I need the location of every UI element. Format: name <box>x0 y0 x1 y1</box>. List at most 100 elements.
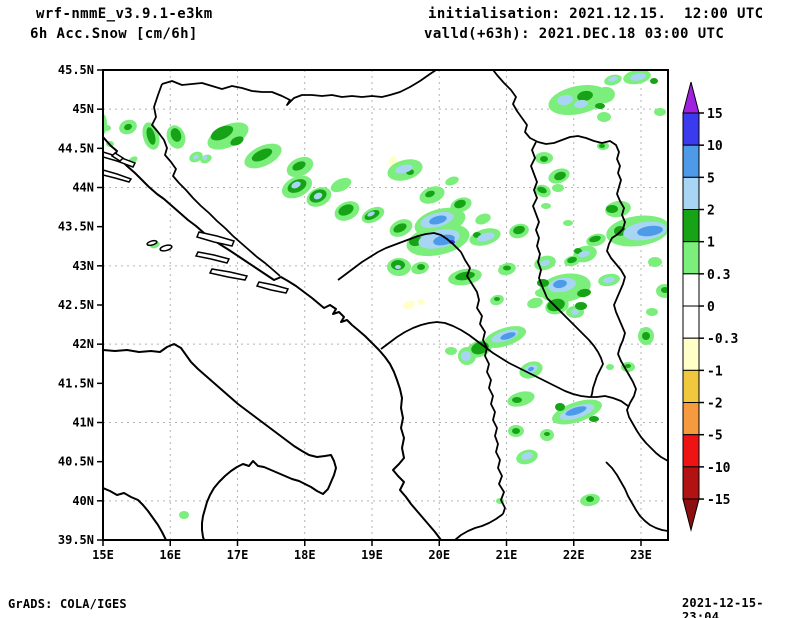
lon-tick-label: 19E <box>361 548 383 562</box>
colorbar-segment <box>682 144 700 178</box>
snow-contour-lb <box>461 351 471 361</box>
lon-tick-label: 16E <box>159 548 181 562</box>
snow-contour-lb <box>571 309 579 315</box>
colorbar-above-max <box>682 81 700 114</box>
snow-contour-lb <box>367 211 375 217</box>
lat-tick-label: 44N <box>72 181 94 195</box>
snow-contour-lb <box>477 232 495 242</box>
country-border <box>460 251 506 515</box>
colorbar-label: -1 <box>707 364 723 379</box>
snow-contour-lg <box>475 213 491 225</box>
snow-contour-dg <box>599 144 605 148</box>
island-outline <box>208 268 249 281</box>
colorbar-label: -2 <box>707 397 723 412</box>
snow-contour-lb <box>395 265 401 269</box>
snow-contour-dg <box>251 148 273 162</box>
snow-contour-lb <box>603 276 615 284</box>
lat-tick-label: 39.5N <box>58 533 94 547</box>
snow-contour-lg <box>597 112 611 122</box>
snow-contour-lb <box>557 94 573 106</box>
colorbar-label: 0.3 <box>707 268 730 283</box>
creation-timestamp: 2021-12-15-23:04 <box>682 596 764 618</box>
lon-tick-label: 23E <box>630 548 652 562</box>
snow-contour-dg <box>425 190 435 198</box>
lat-tick-label: 43.5N <box>58 220 94 234</box>
colorbar-segment <box>682 273 700 307</box>
colorbar-segment <box>682 434 700 468</box>
snow-contour-dg <box>540 156 548 162</box>
snow-contour-dg <box>577 90 593 102</box>
snow-contour-lg <box>548 84 608 116</box>
snow-contour-lb <box>193 154 199 160</box>
snow-contour-dg <box>146 127 156 145</box>
colorbar-label: 1 <box>707 236 715 251</box>
colorbar-segment <box>682 337 700 371</box>
lat-tick-label: 40.5N <box>58 455 94 469</box>
coastline <box>103 343 337 540</box>
snow-contour-dg <box>555 403 565 411</box>
snow-contour-lb <box>574 99 588 109</box>
snow-contour-lg <box>527 297 543 309</box>
lat-tick-label: 42.5N <box>58 298 94 312</box>
snow-contour-dg <box>642 332 650 340</box>
snow-contour-mb <box>553 279 567 289</box>
snow-contour-lb <box>608 76 618 82</box>
lat-tick-label: 41.5N <box>58 376 94 390</box>
snow-contour-lg <box>445 347 457 355</box>
island-outline <box>159 244 173 252</box>
snow-contour-dg <box>537 279 549 287</box>
lat-tick-label: 43N <box>72 259 94 273</box>
colorbar-label: -15 <box>707 493 730 508</box>
snow-contour-lg <box>646 308 658 316</box>
country-border <box>530 141 548 299</box>
snow-contour-dg <box>417 264 425 270</box>
snow-contour-dg <box>338 204 354 216</box>
axis-labels: 45.5N 45N 44.5N 44N 43.5N 43N 42.5N 42N 41.5N 41N… <box>58 63 652 562</box>
snow-contour-lg <box>552 184 564 192</box>
snow-contour-lg <box>654 108 666 116</box>
init-time: initialisation: 2021.12.15. 12:00 UTC <box>428 6 764 22</box>
snow-contour-py <box>417 299 425 305</box>
snow-contour-mb <box>565 406 587 416</box>
lon-tick-label: 17E <box>227 548 249 562</box>
colorbar-label: 0 <box>707 300 715 315</box>
lon-tick-label: 21E <box>496 548 518 562</box>
snow-contour-dg <box>513 225 525 235</box>
snow-contour-dg <box>512 397 522 403</box>
lat-tick-label: 45.5N <box>58 63 94 77</box>
country-border <box>161 70 437 106</box>
snow-contour-lg <box>445 176 459 186</box>
snow-contour-lb <box>291 181 301 189</box>
snow-contour-mb <box>500 332 516 340</box>
grads-credit: GrADS: COLA/IGES <box>8 597 127 611</box>
snow-contour-lg <box>179 511 189 519</box>
island-outline <box>255 281 290 294</box>
snow-contour-dg <box>454 199 466 209</box>
snow-contour-dg <box>503 265 511 271</box>
colorbar-label: -0.3 <box>707 332 738 347</box>
lon-tick-label: 22E <box>563 548 585 562</box>
colorbar-segment <box>682 466 700 500</box>
grid-lines <box>103 70 668 540</box>
colorbar-segment <box>682 209 700 243</box>
snow-contour-lg <box>330 177 352 193</box>
colorbar-label: 2 <box>707 204 715 219</box>
colorbar-segment <box>682 369 700 404</box>
colorbar-label: 10 <box>707 139 723 154</box>
colorbar-segment <box>682 112 700 146</box>
snow-contour-dg <box>586 496 594 502</box>
snow-contour-mb <box>637 225 663 237</box>
snow-contour-dg <box>210 125 234 141</box>
snow-contour-lg <box>606 364 614 370</box>
snow-contour-dg <box>537 186 547 194</box>
colorbar-label: 5 <box>707 171 715 186</box>
lat-tick-label: 42N <box>72 337 94 351</box>
country-border <box>491 70 668 462</box>
snow-contour-dg <box>471 341 489 355</box>
snow-contour-dg <box>575 302 587 310</box>
country-border <box>454 513 504 540</box>
snow-contour-dg <box>512 428 520 434</box>
coastline <box>103 136 442 540</box>
